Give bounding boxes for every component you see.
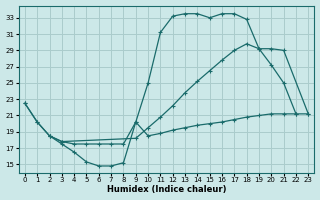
X-axis label: Humidex (Indice chaleur): Humidex (Indice chaleur) — [107, 185, 226, 194]
